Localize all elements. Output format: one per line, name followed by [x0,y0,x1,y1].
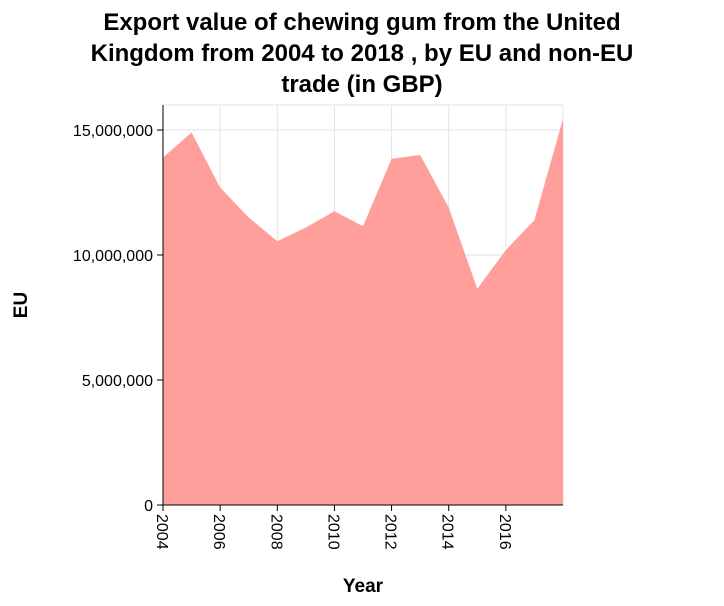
chart-title-line-3: trade (in GBP) [281,71,442,98]
x-tick-label-4: 2012 [382,514,399,550]
y-tick-label-1: 5,000,000 [82,373,153,390]
tick-labels: 0 5,000,000 10,000,000 15,000,000 2004 2006 20… [73,123,513,550]
chart-title-line-2: Kingdom from 2004 to 2018 , by EU and no… [91,40,634,67]
chart-title: Export value of chewing gum from the Uni… [91,9,634,98]
y-tick-label-0: 0 [144,498,153,515]
x-axis-label: Year [343,576,384,597]
y-tick-label-3: 15,000,000 [73,123,153,140]
x-tick-label-0: 2004 [153,514,170,550]
x-tick-label-5: 2014 [439,514,456,550]
x-tick-label-2: 2008 [267,514,284,550]
x-tick-label-6: 2016 [496,514,513,550]
x-tick-label-3: 2010 [324,514,341,550]
chart-title-line-1: Export value of chewing gum from the Uni… [103,9,620,36]
axes [157,105,563,511]
x-tick-label-1: 2006 [210,514,227,550]
data-area [162,118,564,505]
y-tick-label-2: 10,000,000 [73,248,153,265]
y-axis-label: EU [11,292,32,318]
eu-export-area [163,118,563,505]
